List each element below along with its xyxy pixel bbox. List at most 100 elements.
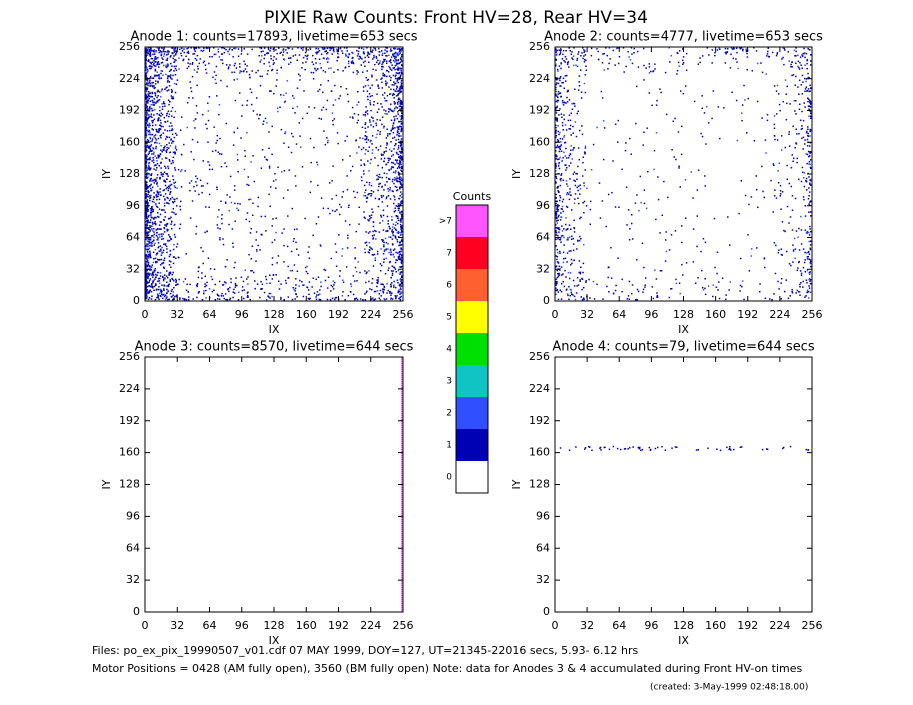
hit-pixel [794, 84, 796, 86]
hit-pixel [260, 167, 263, 169]
hit-pixel [372, 117, 374, 119]
hit-pixel [773, 85, 776, 87]
hit-pixel [385, 230, 387, 233]
hit-pixel [376, 285, 378, 288]
hit-pixel [386, 50, 388, 53]
hit-pixel [163, 209, 165, 211]
hit-pixel [380, 103, 382, 105]
hit-pixel [400, 200, 403, 202]
hit-pixel [630, 47, 633, 49]
hit-pixel [318, 117, 320, 120]
hit-pixel [393, 210, 396, 213]
hit-pixel [576, 276, 579, 279]
hit-pixel [151, 208, 153, 210]
hit-pixel [401, 479, 403, 481]
hit-pixel [573, 202, 576, 205]
hit-pixel [401, 461, 403, 463]
hit-pixel [168, 202, 170, 205]
hit-pixel [172, 175, 174, 177]
hit-pixel [162, 55, 165, 57]
hit-pixel [396, 134, 398, 136]
hit-pixel [582, 271, 584, 274]
hit-pixel [563, 59, 565, 62]
hit-pixel [559, 77, 561, 79]
hit-pixel [555, 118, 557, 121]
hit-pixel [574, 193, 577, 195]
hit-pixel [399, 125, 401, 128]
hit-pixel [560, 144, 563, 146]
hit-pixel [684, 85, 687, 87]
hit-pixel [176, 243, 179, 245]
hit-pixel [389, 186, 391, 189]
hit-pixel [145, 270, 147, 272]
hit-pixel [400, 215, 403, 217]
hit-pixel [145, 59, 147, 61]
hit-pixel [387, 269, 390, 272]
hit-pixel [158, 282, 161, 285]
hit-pixel [401, 497, 403, 499]
hit-pixel [368, 270, 370, 272]
hit-pixel [395, 270, 398, 273]
hit-pixel [151, 200, 154, 203]
hit-pixel [561, 200, 564, 203]
hit-pixel [555, 58, 558, 61]
hit-pixel [145, 220, 148, 222]
hit-pixel [377, 176, 380, 178]
hit-pixel [145, 62, 147, 65]
hit-pixel [174, 58, 176, 61]
hit-pixel [400, 165, 403, 168]
hit-pixel [605, 47, 607, 49]
hit-pixel [395, 259, 397, 261]
hit-pixel [805, 279, 808, 281]
hit-pixel [602, 53, 604, 55]
hit-pixel [257, 69, 259, 72]
hit-pixel [166, 186, 169, 189]
hit-pixel [149, 244, 151, 247]
hit-pixel [563, 118, 566, 121]
hit-pixel [167, 285, 170, 288]
hit-pixel [351, 116, 354, 118]
hit-pixel [163, 267, 165, 269]
hit-pixel [696, 189, 699, 191]
hit-pixel [158, 77, 161, 80]
hit-pixel [401, 391, 403, 393]
hit-pixel [145, 218, 147, 220]
hit-pixel [145, 66, 147, 68]
hit-pixel [297, 73, 300, 76]
hit-pixel [308, 246, 310, 248]
x-tick-label: 128 [264, 308, 285, 321]
hit-pixel [347, 62, 350, 65]
hit-pixel [577, 147, 580, 149]
hit-pixel [400, 182, 402, 184]
hit-pixel [394, 65, 397, 67]
hit-pixel [334, 243, 337, 245]
hit-pixel [806, 153, 809, 156]
hit-pixel [603, 127, 606, 129]
hit-pixel [294, 287, 297, 290]
hit-pixel [792, 157, 795, 160]
hit-pixel [147, 263, 150, 266]
hit-pixel [682, 274, 684, 276]
hit-pixel [187, 298, 190, 301]
hit-pixel [175, 69, 178, 72]
hit-pixel [254, 287, 256, 290]
hit-pixel [167, 229, 169, 231]
hit-pixel [148, 97, 150, 100]
hit-pixel [573, 259, 576, 262]
hit-pixel [315, 223, 318, 225]
hit-pixel [268, 292, 271, 295]
hit-pixel [389, 108, 391, 111]
hit-pixel [382, 239, 384, 241]
hit-pixel [401, 359, 403, 361]
hit-pixel [215, 65, 218, 68]
hit-pixel [147, 124, 149, 126]
hit-pixel [610, 246, 612, 249]
hit-pixel [150, 244, 152, 247]
hit-pixel [399, 61, 402, 63]
hit-pixel [682, 56, 685, 58]
x-tick-label: 128 [673, 308, 694, 321]
hit-pixel [805, 252, 808, 254]
hit-pixel [383, 286, 386, 289]
hit-pixel [152, 129, 155, 131]
hit-pixel [371, 76, 373, 78]
